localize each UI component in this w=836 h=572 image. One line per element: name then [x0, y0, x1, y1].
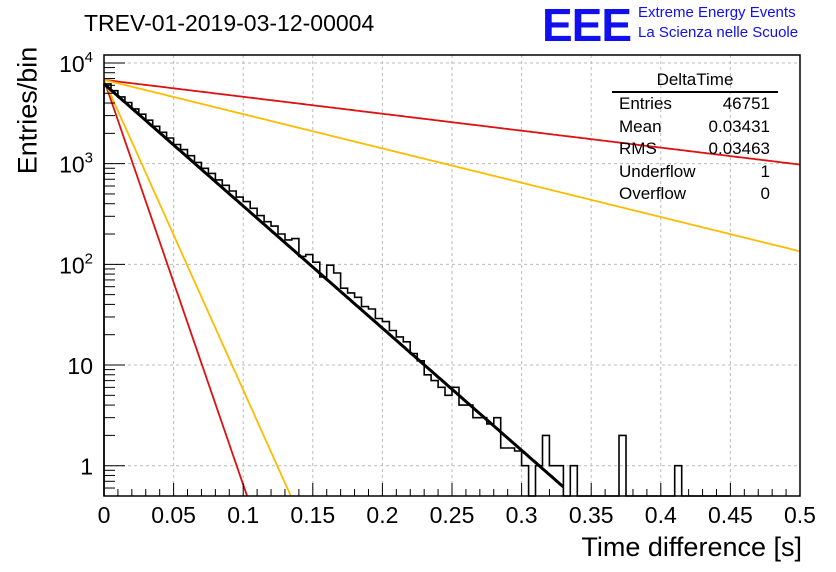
- y-axis-title: Entries/bin: [12, 46, 43, 175]
- stats-label: Underflow: [619, 161, 696, 181]
- histogram-outline: [103, 83, 731, 497]
- exponential-fit-line: [102, 82, 565, 489]
- x-tick-label: 0.15: [290, 502, 335, 528]
- stats-label: Entries: [619, 94, 672, 113]
- x-tick-label: 0.05: [151, 502, 196, 528]
- y-tick-label: 1: [80, 454, 93, 480]
- axis-ticks: [103, 62, 801, 497]
- x-tick-label: 0.1: [227, 502, 259, 528]
- y-tick-label: 103: [59, 150, 93, 178]
- x-tick-label: 0.2: [366, 502, 398, 528]
- stats-label: Overflow: [619, 184, 687, 204]
- stats-value: 0.03463: [708, 139, 770, 159]
- y-tick-label: 10: [67, 353, 93, 379]
- logo-line-2: La Scienza nelle Scuole: [638, 24, 799, 41]
- x-tick-label: 0.3: [506, 502, 538, 528]
- x-tick-label: 0.4: [645, 502, 677, 528]
- stats-label: Mean: [619, 116, 662, 136]
- grid-lines: [104, 55, 800, 496]
- stats-label: RMS: [619, 139, 657, 159]
- x-tick-label: 0.45: [708, 502, 753, 528]
- stats-row-overflow: Overflow 0: [612, 183, 778, 206]
- x-tick-label: 0.35: [569, 502, 614, 528]
- y-tick-labels: 1 10 102 103 104: [59, 49, 93, 480]
- reference-line-orange: [103, 79, 292, 497]
- x-tick-label: 0.25: [430, 502, 475, 528]
- stats-row-rms: RMS 0.03463: [612, 138, 778, 161]
- stats-row-entries: Entries 46751: [612, 93, 778, 116]
- stats-value: 46751: [722, 94, 770, 113]
- reference-line-red: [103, 79, 248, 497]
- histogram: [103, 83, 731, 497]
- stats-row-mean: Mean 0.03431: [612, 116, 778, 139]
- stats-value: 1: [760, 161, 770, 181]
- stats-value: 0.03431: [708, 116, 770, 136]
- x-tick-labels: 0 0.05 0.1 0.15 0.2 0.25 0.3 0.35 0.4 0.45 0.5: [98, 502, 816, 528]
- stats-box: DeltaTime Entries 46751 Mean 0.03431 RMS…: [612, 70, 778, 206]
- x-tick-label: 0.5: [784, 502, 816, 528]
- x-axis-title: Time difference [s]: [581, 532, 802, 562]
- stats-box-title: DeltaTime: [612, 70, 778, 93]
- stats-row-underflow: Underflow 1: [612, 161, 778, 184]
- reference-line-red: [103, 78, 801, 166]
- y-tick-label: 104: [59, 49, 93, 77]
- stats-value: 0: [760, 184, 770, 204]
- eee-logo: EEE: [542, 0, 632, 51]
- y-tick-label: 102: [59, 250, 93, 278]
- logo-line-1: Extreme Energy Events: [638, 4, 796, 21]
- reference-curves: [103, 78, 801, 497]
- chart-title: TREV-01-2019-03-12-00004: [84, 10, 375, 36]
- x-tick-label: 0: [98, 502, 111, 528]
- fit-curve: [102, 82, 565, 489]
- reference-line-orange: [103, 78, 801, 253]
